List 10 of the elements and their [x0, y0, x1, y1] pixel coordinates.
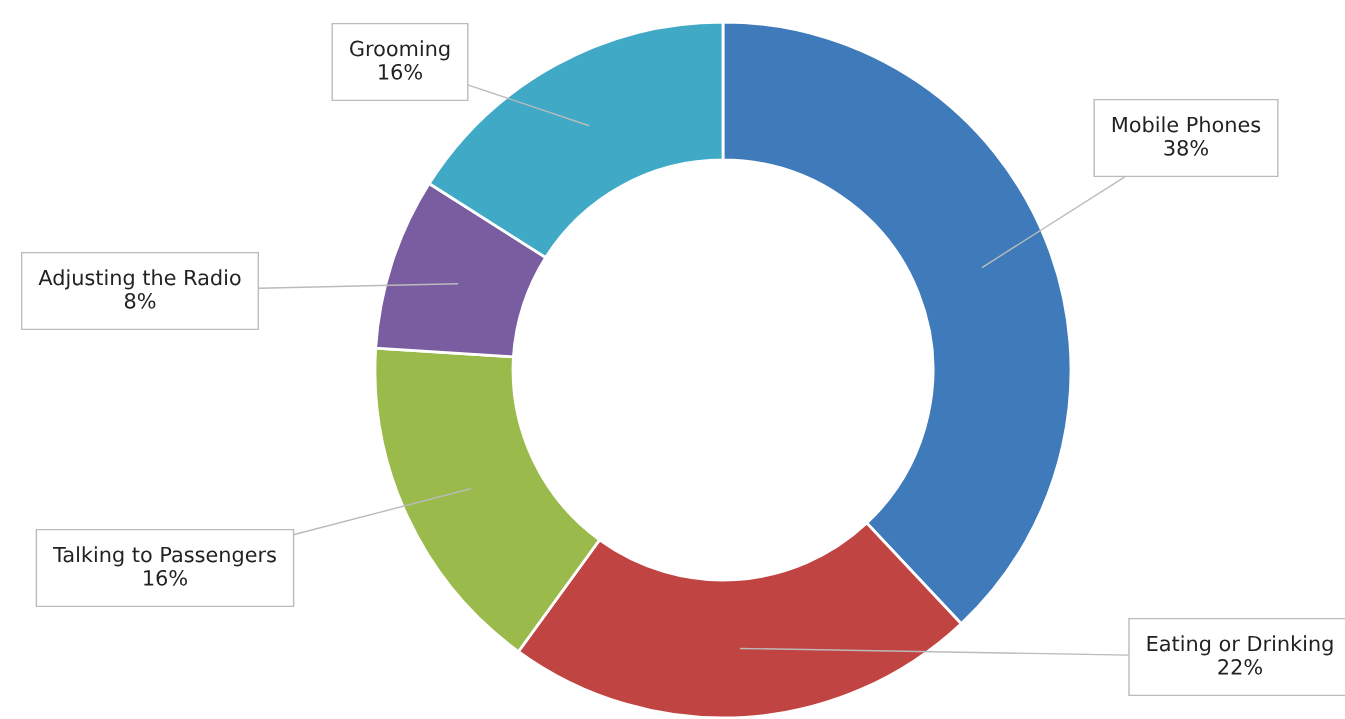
data-label: 8% — [124, 292, 156, 309]
slice-label: Grooming — [350, 40, 450, 61]
slice-label: Talking to Passengers — [53, 546, 276, 567]
data-label: 16% — [144, 569, 187, 586]
data-label: 38% — [1164, 139, 1208, 156]
data-label: 16% — [379, 63, 422, 80]
slice-label: Eating or Drinking — [1147, 635, 1333, 656]
data-label: 22% — [1218, 658, 1262, 675]
slice-label: Mobile Phones — [1112, 116, 1261, 133]
slice-label: Adjusting the Radio — [38, 269, 241, 290]
